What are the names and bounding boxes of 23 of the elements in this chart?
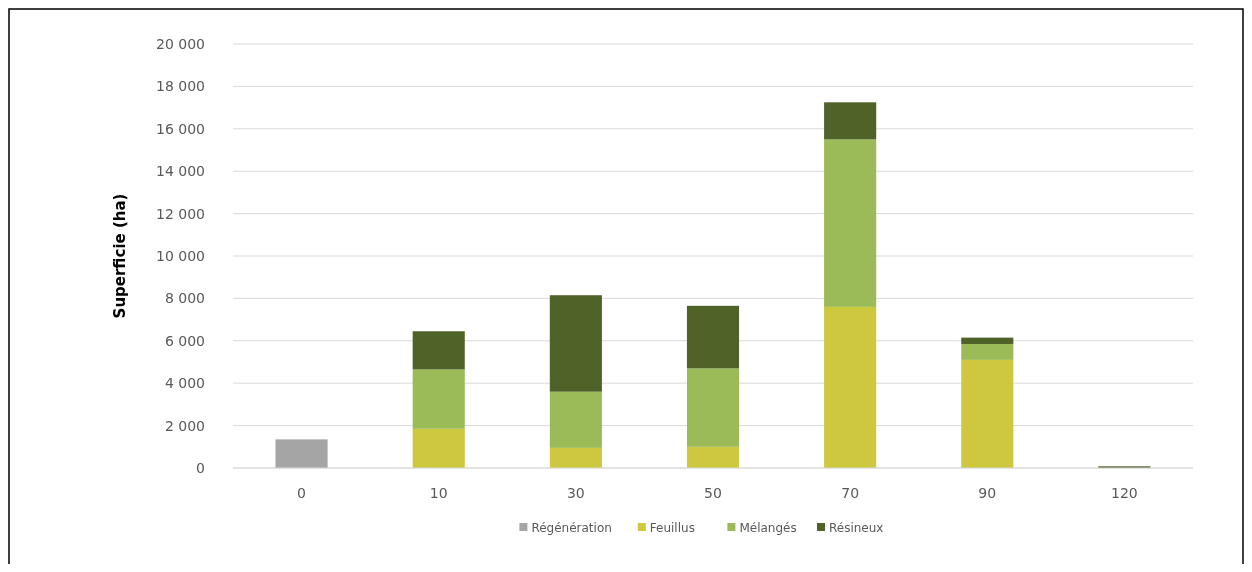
x-tick-label: 120 (1111, 485, 1138, 501)
legend-label: Feuillus (649, 521, 695, 536)
x-tick-label: 50 (704, 485, 722, 501)
y-tick-label: 10 000 (156, 247, 205, 264)
y-tick-label: 0 (196, 459, 205, 476)
y-tick-label: 18 000 (156, 78, 205, 95)
legend-label: Régénération (531, 521, 612, 536)
y-tick-label: 2 000 (164, 417, 205, 434)
y-axis-title: Superficie (ha) (111, 193, 129, 319)
y-tick-label: 14 000 (156, 163, 205, 180)
legend-label: Résineux (829, 521, 884, 536)
y-tick-label: 6 000 (164, 332, 205, 349)
x-tick-label: 0 (297, 485, 307, 501)
y-tick-label: 12 000 (156, 205, 205, 222)
x-tick-label: 10 (429, 485, 448, 501)
x-tick-label: 70 (841, 485, 860, 501)
legend-label: Mélangés (739, 521, 797, 536)
x-tick-label: 30 (566, 485, 585, 501)
y-tick-label: 8 000 (164, 290, 205, 307)
x-tick-label: 90 (978, 485, 997, 501)
y-tick-label: 20 000 (156, 35, 205, 52)
y-tick-label: 16 000 (156, 120, 205, 137)
y-tick-label: 4 000 (164, 375, 205, 392)
